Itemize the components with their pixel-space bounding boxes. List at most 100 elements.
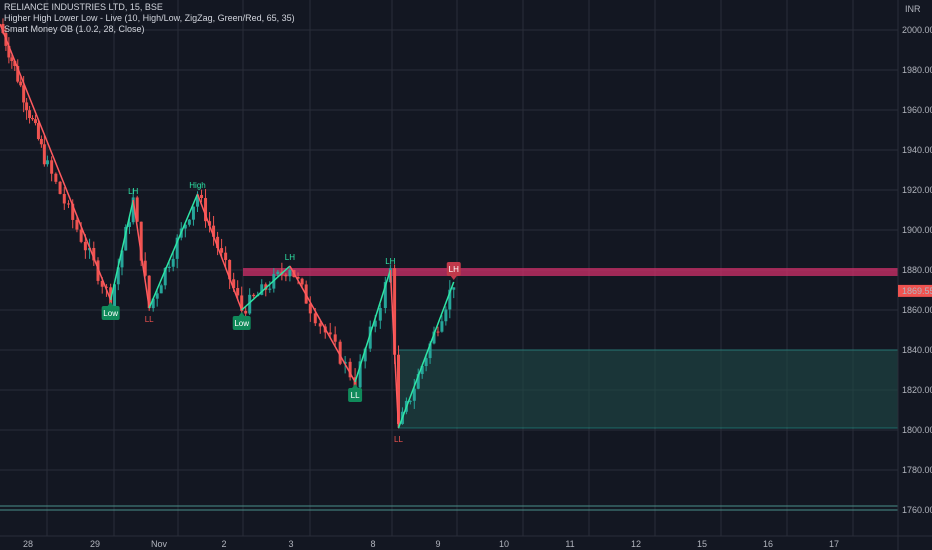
time-tick-label: 16	[763, 539, 773, 549]
candle-body	[333, 334, 337, 342]
pivot-label-text: High	[189, 181, 205, 190]
legend-indicator-ob[interactable]: Smart Money OB (1.0.2, 28, Close)	[4, 24, 145, 34]
zigzag-segment	[109, 199, 134, 301]
candle-body	[75, 219, 79, 230]
pivot-label-text: LH	[128, 187, 138, 196]
zigzag-segment	[148, 193, 199, 309]
pivot-label-text: Low	[234, 319, 249, 328]
pivot-label-text: LL	[145, 315, 154, 324]
candle-body	[71, 203, 75, 220]
candle-body	[260, 284, 264, 295]
candle-body	[28, 110, 32, 119]
candle-body	[7, 45, 11, 58]
resistance-zone	[243, 268, 898, 276]
candle-body	[116, 267, 120, 285]
candle-body	[1, 24, 5, 34]
candle-body	[432, 331, 436, 344]
candle-body	[100, 280, 104, 287]
price-tick-label: 1900.00	[902, 225, 932, 235]
candle-body	[444, 309, 448, 322]
candle-body	[31, 118, 35, 120]
candle-body	[151, 298, 155, 309]
pivot-label-text: LH	[449, 265, 459, 274]
candle-body	[191, 206, 195, 220]
price-tick-label: 1820.00	[902, 385, 932, 395]
candle-body	[19, 81, 23, 86]
pivot-label-pointer	[450, 276, 457, 280]
candle-body	[348, 361, 352, 378]
candle-body	[420, 366, 424, 375]
candle-body	[448, 289, 452, 310]
candle-body	[248, 294, 252, 314]
candle-body	[428, 343, 432, 359]
candle-body	[204, 198, 208, 222]
candle-body	[228, 259, 232, 280]
candle-body	[79, 229, 83, 242]
pivot-label-text: Low	[103, 309, 118, 318]
candle-body	[353, 377, 357, 388]
price-axis[interactable]: INR 2000.00 1980.00 1960.00 1940.00 1920.00 19…	[897, 0, 932, 550]
price-tick-label: 1800.00	[902, 425, 932, 435]
time-tick-label: 15	[697, 539, 707, 549]
candle-body	[363, 348, 367, 362]
candle-body	[120, 250, 124, 268]
candle-body	[196, 194, 199, 207]
time-axis[interactable]: 28 29 Nov 2 3 8 9 10 11 12 15 16 17	[0, 535, 932, 549]
price-tick-label: 1840.00	[902, 345, 932, 355]
pivot-label-text: LH	[385, 257, 395, 266]
candle-body	[22, 85, 26, 103]
candle-body	[104, 286, 108, 288]
candle-body	[159, 285, 163, 294]
time-tick-label: 2	[221, 539, 226, 549]
zigzag-segment	[354, 269, 392, 383]
candle-body	[147, 275, 151, 309]
candle-body	[50, 160, 54, 174]
candle-body	[167, 266, 171, 269]
candle-body	[163, 268, 167, 286]
candle-body	[240, 295, 244, 311]
candle-body	[252, 294, 256, 297]
candle-body	[183, 224, 187, 229]
pivot-label-box	[348, 388, 363, 402]
candle-body	[42, 144, 46, 165]
candle-body	[127, 222, 131, 227]
candle-body	[139, 221, 143, 261]
candle-body	[10, 57, 14, 62]
zigzag-segment	[389, 269, 400, 429]
candle-body	[212, 225, 216, 237]
price-tick-label: 2000.00	[902, 25, 932, 35]
candle-body	[284, 274, 288, 277]
candle-body	[288, 269, 292, 277]
last-price-text: 1869.55	[902, 286, 932, 296]
pivot-label-text: LH	[285, 253, 295, 262]
candle-body	[368, 326, 372, 349]
zigzag-segment	[397, 281, 455, 429]
candle-body	[440, 321, 444, 332]
candle-body	[232, 279, 236, 289]
candle-body	[16, 65, 20, 82]
candle-body	[276, 271, 280, 275]
candle-body	[268, 288, 272, 290]
candle-body	[54, 173, 58, 182]
candle-body	[83, 241, 87, 251]
zigzag-segment	[196, 193, 243, 311]
candle-body	[92, 247, 96, 261]
candle-body	[13, 61, 17, 66]
candle-body	[397, 354, 400, 424]
candle-body	[131, 197, 135, 223]
candle-body	[220, 248, 224, 253]
candle-body	[58, 181, 62, 194]
zigzag-segment	[289, 265, 356, 383]
time-tick-label: 12	[631, 539, 641, 549]
candle-body	[244, 310, 248, 314]
candle-body	[338, 341, 342, 364]
candle-body	[383, 282, 387, 309]
legend-symbol[interactable]: RELIANCE INDUSTRIES LTD, 15, BSE	[4, 2, 163, 12]
price-tick-label: 1760.00	[902, 505, 932, 515]
time-tick-label: 9	[435, 539, 440, 549]
pivot-label-text: LL	[351, 391, 360, 400]
candle-body	[171, 258, 175, 267]
legend-indicator-hhll[interactable]: Higher High Lower Low - Live (10, High/L…	[4, 13, 295, 23]
time-tick-label: 29	[90, 539, 100, 549]
